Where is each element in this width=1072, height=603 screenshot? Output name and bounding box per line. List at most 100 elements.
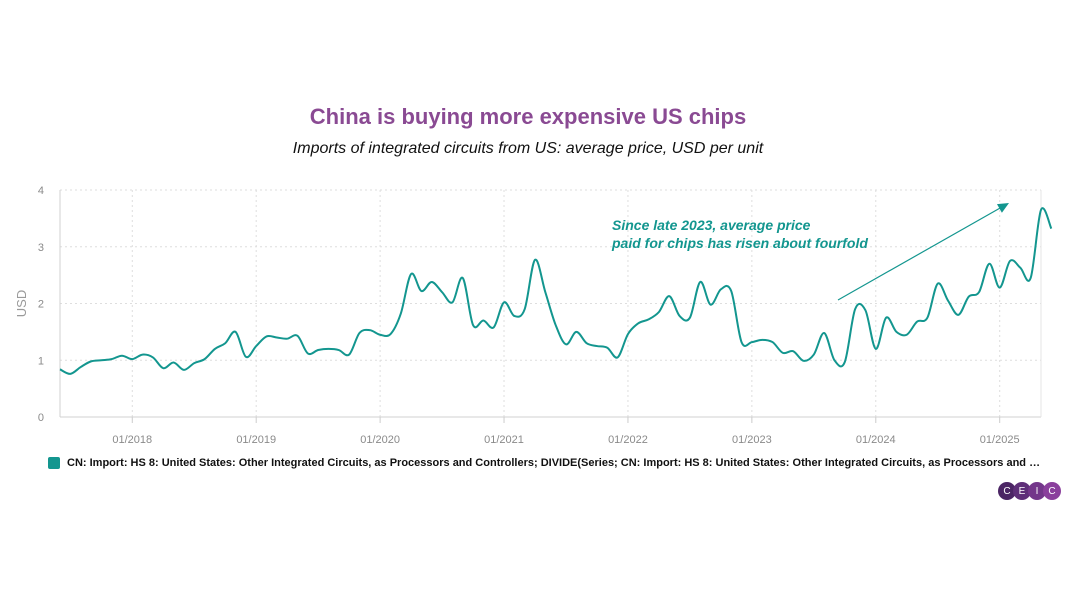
data-point <box>998 286 1000 288</box>
data-point <box>988 263 990 265</box>
data-point <box>689 316 691 318</box>
axes: 0 1 2 3 4 01/2018 01/2019 01/2020 01/2021 01/2022… <box>14 185 1042 446</box>
data-point <box>141 353 143 355</box>
y-tick-label: 0 <box>38 412 44 424</box>
data-point <box>616 356 618 358</box>
data-point <box>410 273 412 275</box>
data-point <box>327 348 329 350</box>
data-point <box>895 331 897 333</box>
data-point <box>379 334 381 336</box>
grid <box>60 189 1041 417</box>
data-point <box>121 355 123 357</box>
data-point <box>420 290 422 292</box>
data-point <box>885 316 887 318</box>
data-point <box>730 290 732 292</box>
x-tick-label: 01/2020 <box>360 434 400 446</box>
data-point <box>441 291 443 293</box>
data-point <box>358 332 360 334</box>
data-point <box>369 329 371 331</box>
data-point <box>338 349 340 351</box>
data-point <box>255 345 257 347</box>
x-tick-label: 01/2025 <box>980 434 1020 446</box>
data-point <box>596 345 598 347</box>
chart-title: China is buying more expensive US chips <box>309 104 747 129</box>
data-point <box>720 288 722 290</box>
data-point <box>957 314 959 316</box>
data-point <box>348 353 350 355</box>
data-point <box>152 356 154 358</box>
logo-letter: C <box>998 482 1016 500</box>
ceic-logo: C E I C <box>998 482 1061 500</box>
data-point <box>771 341 773 343</box>
data-point <box>968 295 970 297</box>
data-point <box>802 360 804 362</box>
data-point <box>110 358 112 360</box>
y-tick-label: 2 <box>38 299 44 311</box>
data-point <box>575 331 577 333</box>
x-tick-label: 01/2023 <box>732 434 772 446</box>
data-point <box>751 341 753 343</box>
data-point <box>1050 227 1052 229</box>
data-point <box>740 341 742 343</box>
data-point <box>79 366 81 368</box>
legend[interactable]: CN: Import: HS 8: United States: Other I… <box>48 457 1048 469</box>
series-line <box>59 207 1053 375</box>
data-point <box>234 331 236 333</box>
data-point <box>554 324 556 326</box>
data-point <box>472 324 474 326</box>
logo-letter: C <box>1043 482 1061 500</box>
data-point <box>69 373 71 375</box>
data-point <box>606 347 608 349</box>
data-point <box>906 334 908 336</box>
legend-swatch <box>48 457 60 469</box>
data-point <box>926 316 928 318</box>
data-point <box>59 368 61 370</box>
data-point <box>937 282 939 284</box>
data-point <box>544 291 546 293</box>
data-point <box>792 350 794 352</box>
x-tick-label: 01/2022 <box>608 434 648 446</box>
data-point <box>214 348 216 350</box>
series-layer <box>59 207 1053 375</box>
data-point <box>482 319 484 321</box>
data-point <box>400 313 402 315</box>
data-point <box>534 259 536 261</box>
data-point <box>503 301 505 303</box>
data-point <box>523 308 525 310</box>
data-point <box>585 342 587 344</box>
y-axis-label: USD <box>14 290 29 317</box>
data-point <box>451 301 453 303</box>
data-point <box>709 303 711 305</box>
data-point <box>203 358 205 360</box>
data-point <box>131 358 133 360</box>
data-point <box>183 369 185 371</box>
data-point <box>627 333 629 335</box>
logo-letter: E <box>1013 482 1031 500</box>
data-point <box>678 315 680 317</box>
data-point <box>276 336 278 338</box>
annotation-text: Since late 2023, average price <box>612 217 811 233</box>
y-tick-label: 4 <box>38 185 44 197</box>
data-point <box>647 318 649 320</box>
data-point <box>1009 260 1011 262</box>
data-point <box>637 322 639 324</box>
x-tick-label: 01/2019 <box>236 434 276 446</box>
data-point <box>864 309 866 311</box>
data-point <box>389 333 391 335</box>
data-point <box>782 352 784 354</box>
data-point <box>833 359 835 361</box>
data-point <box>813 353 815 355</box>
data-point <box>224 342 226 344</box>
y-tick-label: 1 <box>38 355 44 367</box>
data-point <box>245 356 247 358</box>
data-point <box>1040 209 1042 211</box>
data-point <box>462 277 464 279</box>
data-point <box>265 335 267 337</box>
logo-letter: I <box>1028 482 1046 500</box>
data-point <box>1029 277 1031 279</box>
annotation-text: paid for chips has risen about fourfold <box>611 235 868 251</box>
data-point <box>286 337 288 339</box>
data-point <box>193 362 195 364</box>
data-point <box>565 343 567 345</box>
